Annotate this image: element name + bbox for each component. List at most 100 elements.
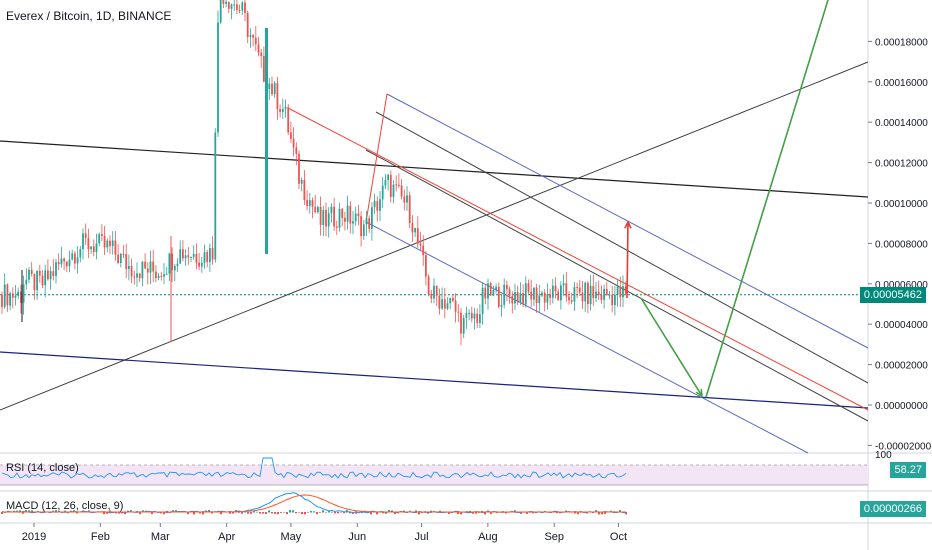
candle-body bbox=[395, 184, 398, 186]
macd-histogram-bar bbox=[328, 510, 330, 513]
candle-body bbox=[500, 304, 503, 307]
candle-body bbox=[295, 147, 298, 154]
x-tick-label: Oct bbox=[610, 531, 627, 543]
candle-body bbox=[543, 292, 546, 303]
candle-body bbox=[25, 279, 28, 285]
macd-histogram-bar bbox=[115, 512, 117, 514]
projection-arrow-down-head bbox=[695, 388, 703, 398]
candle-body bbox=[292, 138, 295, 148]
macd-histogram-bar bbox=[286, 512, 288, 515]
candle-body bbox=[597, 291, 600, 295]
y-tick-label: 0.00010000 bbox=[875, 199, 928, 210]
candle-body bbox=[578, 287, 581, 293]
macd-histogram-bar bbox=[220, 512, 222, 515]
macd-histogram-bar bbox=[319, 512, 321, 513]
pitchfork-line bbox=[365, 221, 809, 454]
candle-body bbox=[195, 253, 198, 263]
candle-body bbox=[589, 285, 592, 305]
rising-trendline bbox=[0, 61, 869, 411]
candle-body bbox=[565, 283, 568, 297]
y-tick-label: 0.00018000 bbox=[875, 37, 928, 48]
x-tick-label: 2019 bbox=[22, 531, 46, 543]
macd-histogram-bar bbox=[604, 512, 606, 514]
macd-histogram-bar bbox=[586, 512, 588, 514]
candle-body bbox=[379, 199, 381, 211]
candle-body bbox=[376, 201, 379, 211]
macd-histogram-bar bbox=[292, 510, 294, 513]
candle-body bbox=[560, 285, 562, 301]
candle-body bbox=[549, 294, 551, 298]
candle-body bbox=[373, 201, 376, 208]
candle-body bbox=[233, 4, 236, 6]
candle-body bbox=[76, 257, 79, 264]
macd-histogram-bar bbox=[295, 512, 297, 514]
pitchfork-handle bbox=[365, 93, 388, 223]
candle-body bbox=[497, 286, 500, 307]
candle-body bbox=[263, 56, 265, 82]
macd-histogram-bar bbox=[346, 510, 348, 513]
candle-body bbox=[476, 313, 479, 324]
candle-body bbox=[611, 294, 614, 306]
candle-body bbox=[335, 226, 338, 228]
candle-body bbox=[511, 295, 514, 304]
candle-body bbox=[319, 206, 322, 226]
candle-body bbox=[516, 292, 519, 303]
macd-histogram-bar bbox=[298, 512, 300, 513]
candle-body bbox=[41, 275, 44, 286]
candle-body bbox=[287, 107, 290, 133]
macd-histogram-bar bbox=[601, 512, 603, 515]
candle-body bbox=[443, 299, 446, 309]
candle-body bbox=[484, 287, 487, 299]
macd-histogram-bar bbox=[22, 512, 24, 514]
candle-body bbox=[384, 180, 387, 186]
candle-body bbox=[346, 205, 349, 222]
y-tick-label: -0.00002000 bbox=[875, 441, 932, 452]
macd-histogram-bar bbox=[169, 512, 171, 514]
macd-histogram-bar bbox=[325, 512, 327, 513]
macd-histogram-bar bbox=[532, 512, 534, 514]
candle-body bbox=[616, 286, 619, 295]
pitchfork-line bbox=[287, 107, 869, 411]
candle-body bbox=[101, 234, 103, 237]
candle-body bbox=[176, 263, 179, 266]
macd-histogram-bar bbox=[280, 512, 282, 513]
candle-body bbox=[568, 296, 570, 301]
candle-body bbox=[457, 311, 460, 313]
candle-body bbox=[303, 179, 306, 200]
macd-histogram-bar bbox=[274, 512, 276, 514]
macd-histogram-bar bbox=[187, 512, 189, 515]
macd-value-tag: 0.00000266 bbox=[859, 501, 926, 517]
rsi-axis-label: 100 bbox=[875, 450, 892, 461]
macd-histogram-bar bbox=[151, 512, 153, 515]
candle-body bbox=[608, 294, 611, 296]
macd-histogram-bar bbox=[418, 512, 420, 515]
candle-body bbox=[106, 240, 109, 248]
rsi-line bbox=[1, 457, 627, 479]
macd-histogram-bar bbox=[310, 511, 312, 513]
candle-body bbox=[200, 262, 203, 267]
candle-body bbox=[122, 253, 125, 255]
candle-body bbox=[119, 253, 122, 263]
chart-title: Everex / Bitcoin, 1D, BINANCE bbox=[6, 9, 172, 23]
candle-body bbox=[454, 300, 457, 312]
macd-histogram-bar bbox=[496, 512, 498, 514]
macd-histogram-bar bbox=[415, 510, 417, 513]
candle-body bbox=[241, 2, 244, 11]
candle-body bbox=[47, 270, 49, 280]
macd-histogram-bar bbox=[577, 512, 579, 515]
macd-histogram-bar bbox=[250, 512, 252, 514]
x-tick-label: Aug bbox=[478, 531, 498, 543]
candle-body bbox=[163, 274, 165, 277]
candle-body bbox=[362, 224, 365, 237]
macd-histogram-bar bbox=[238, 512, 240, 513]
candle-body bbox=[128, 265, 130, 269]
candle-body bbox=[257, 44, 260, 53]
candle-body bbox=[473, 313, 476, 319]
candle-body bbox=[165, 273, 168, 275]
candle-body bbox=[49, 271, 52, 280]
macd-histogram-bar bbox=[268, 510, 270, 513]
candle-body bbox=[284, 107, 287, 109]
macd-histogram-bar bbox=[322, 510, 324, 513]
macd-histogram-bar bbox=[277, 512, 279, 515]
